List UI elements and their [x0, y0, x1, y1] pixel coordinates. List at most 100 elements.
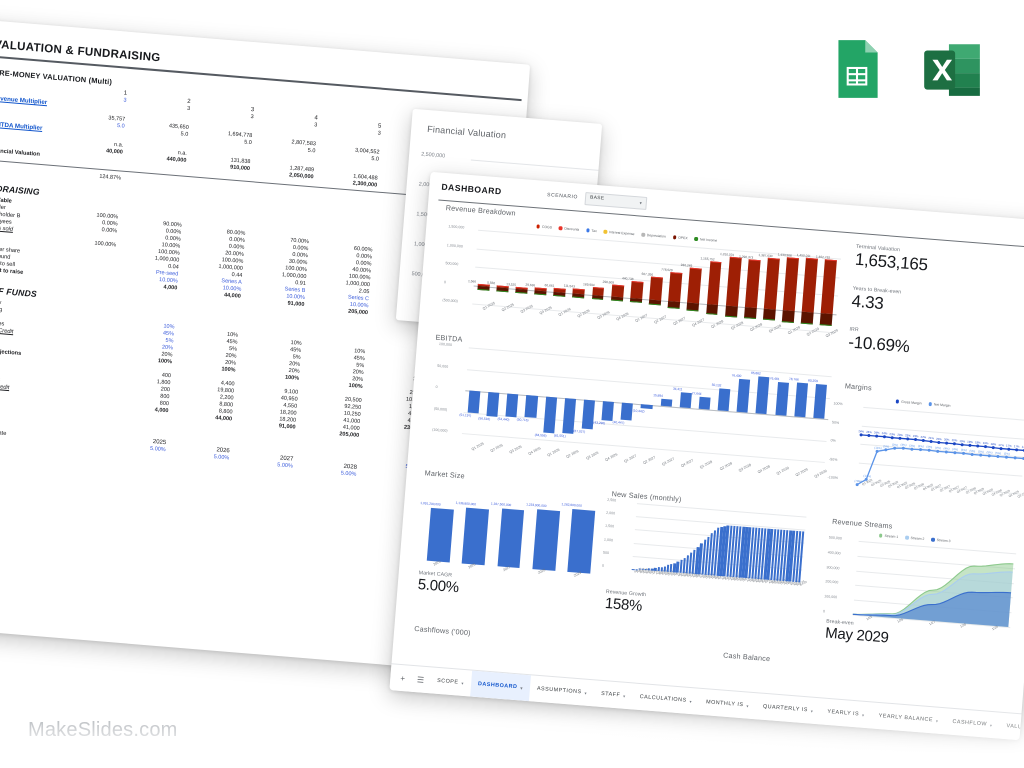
dashboard-title: DASHBOARD [441, 181, 503, 197]
svg-text:(11%): (11%) [874, 446, 882, 451]
bar-positive [649, 276, 663, 300]
x-axis-label: Q1 2025 [470, 441, 485, 452]
bar-positive [630, 280, 644, 299]
scenario-value: BASE [589, 195, 605, 202]
cash-balance-caption: Cash Balance [722, 650, 771, 664]
svg-text:19%: 19% [959, 439, 965, 443]
scenario-dropdown[interactable]: BASE ▾ [584, 192, 648, 210]
sheet-tab-bar[interactable]: + ☰ SCOPE ▾ DASHBOARD ▾ ASSUMPTIONS ▾ STAFF ▾ CA… [389, 663, 1022, 741]
google-sheets-icon[interactable] [824, 36, 890, 102]
legend-swatch [586, 228, 590, 233]
sheet-tab-monthly-is[interactable]: MONTHLY IS ▾ [698, 689, 757, 719]
legend-item: Stream 2 [905, 535, 925, 541]
chevron-down-icon[interactable]: ▾ [746, 702, 750, 709]
legend-swatch [905, 535, 909, 540]
bar-column: 1,282,800,000 2029 [561, 498, 599, 578]
bar-negative [820, 312, 833, 327]
bar-column: 1,091,200,000 2025 [420, 487, 459, 567]
row-label-text: Financial Valuation [0, 147, 41, 158]
svg-text:(4%): (4%) [935, 446, 941, 450]
bar [660, 398, 672, 407]
bar-data-label: 50,132 [711, 383, 722, 388]
chevron-down-icon[interactable]: ▾ [622, 693, 626, 699]
legend-swatch [931, 537, 935, 542]
svg-text:19%: 19% [975, 440, 981, 444]
bar-group: Jan-25 Feb-25 Mar-25 Apr-25 May-25 Jun-25 Jul-… [632, 503, 807, 587]
sheet-tab-assumptions[interactable]: ASSUMPTIONS ▾ [529, 675, 595, 706]
kpi-terminal-valuation: Terminal Valuation 1,653,165 [854, 244, 1024, 284]
y-axis-tick: 0% [830, 438, 836, 443]
spacer-cell [56, 305, 120, 310]
bar-data-label: 607,356 [641, 271, 654, 277]
y-axis-tick: 300,000 [826, 565, 840, 571]
bar-positive [744, 259, 761, 308]
sheet-tab-yearly-is[interactable]: YEARLY IS ▾ [819, 698, 872, 728]
bar-negative [572, 292, 585, 298]
bar [679, 392, 692, 409]
sheet-tab-calculations[interactable]: CALCULATIONS ▾ [632, 683, 700, 714]
legend-item: OPEX [672, 235, 688, 240]
chevron-down-icon[interactable]: ▾ [520, 685, 524, 691]
svg-text:23%: 23% [889, 432, 895, 436]
svg-text:23%: 23% [913, 434, 919, 438]
bar-data-label: 29,636 [525, 283, 536, 288]
sheet-tab-valuation[interactable]: VALUATION▾ [998, 713, 1021, 741]
sheet-tab-yearly-balance[interactable]: YEARLY BALANCE ▾ [871, 702, 947, 734]
microsoft-excel-icon[interactable] [918, 36, 984, 102]
x-axis-label: Q3 2026 [585, 450, 599, 461]
bar [467, 390, 481, 414]
chevron-down-icon[interactable]: ▾ [810, 708, 814, 714]
revenue-breakdown-plot: 1,500,000 1,000,000 500,000 0 (500,000) 1,566… [442, 224, 842, 338]
market-size-plot: 1,091,200,000 2025 1,136,800,000 2026 1,187,… [420, 487, 599, 578]
svg-text:18%: 18% [990, 442, 996, 446]
sheet-tab-label: QUARTERLY IS [762, 703, 809, 714]
bar [486, 392, 500, 418]
svg-text:(4%): (4%) [943, 446, 949, 450]
chevron-down-icon[interactable]: ▾ [461, 680, 465, 686]
legend-item: Interest Expense [603, 229, 635, 236]
bar [532, 508, 560, 571]
y-axis-tick: 500,000 [828, 535, 842, 541]
x-axis-label: Q1 2027 [623, 453, 637, 464]
margins-panel: Margins Gross Margin Net Margin 100% 50% 0%… [827, 381, 1024, 513]
sheet-tab-dashboard[interactable]: DASHBOARD ▾ [469, 670, 531, 702]
svg-text:24%: 24% [866, 430, 872, 434]
x-axis-label: Q3 2028 [737, 462, 752, 473]
bar [542, 396, 557, 434]
sheet-tab-scope[interactable]: SCOPE ▾ [429, 667, 472, 696]
app-icon-group [824, 36, 984, 102]
bar-data-label: 1,187,500,000 [490, 501, 512, 508]
bar [717, 388, 731, 412]
legend-swatch [672, 235, 677, 240]
chevron-down-icon[interactable]: ▾ [689, 698, 693, 704]
revenue-streams-legend: Stream 1 Stream 2 Stream 3 [879, 533, 951, 543]
y-axis-tick: -50% [828, 456, 838, 462]
sheet-tab-quarterly-is[interactable]: QUARTERLY IS ▾ [755, 693, 821, 724]
sheet-tab-staff[interactable]: STAFF ▾ [593, 680, 634, 709]
bar-data-label: 85,882 [750, 370, 761, 376]
chevron-down-icon[interactable]: ▾ [861, 712, 865, 718]
bar-negative [553, 291, 566, 297]
dashboard-sheet[interactable]: DASHBOARD SCENARIO BASE ▾ Revenue Breakd… [389, 171, 1024, 741]
svg-text:(70%): (70%) [854, 479, 862, 484]
y-axis-tick: 2,000 [605, 510, 616, 516]
bar [774, 382, 789, 416]
add-sheet-icon[interactable]: + [400, 673, 406, 683]
bar-negative [648, 298, 662, 306]
svg-text:(5%): (5%) [961, 448, 967, 452]
svg-text:24%: 24% [882, 431, 888, 435]
bar-data-label: 76,400 [731, 373, 742, 379]
bar-data-label: (10,442) [632, 409, 645, 414]
all-sheets-icon[interactable]: ☰ [416, 674, 425, 685]
bar-data-label: 1,282,800,000 [561, 502, 582, 509]
sheet-tab-cashflow[interactable]: CASHFLOW ▾ [944, 708, 1000, 738]
legend-label: Stream 3 [936, 538, 951, 544]
chevron-down-icon[interactable]: ▾ [989, 722, 993, 728]
bar [601, 401, 615, 421]
revenue-streams-plot: 500,000 400,000 300,000 200,000 100,000 0 1/25… [823, 536, 1017, 631]
x-axis-label: 1/26 [896, 617, 905, 624]
chevron-down-icon[interactable]: ▾ [935, 718, 939, 724]
y-axis-tick: 2,500,000 [420, 151, 446, 160]
chevron-down-icon[interactable]: ▾ [584, 690, 588, 696]
bar-data-label: 440,738 [621, 275, 634, 281]
